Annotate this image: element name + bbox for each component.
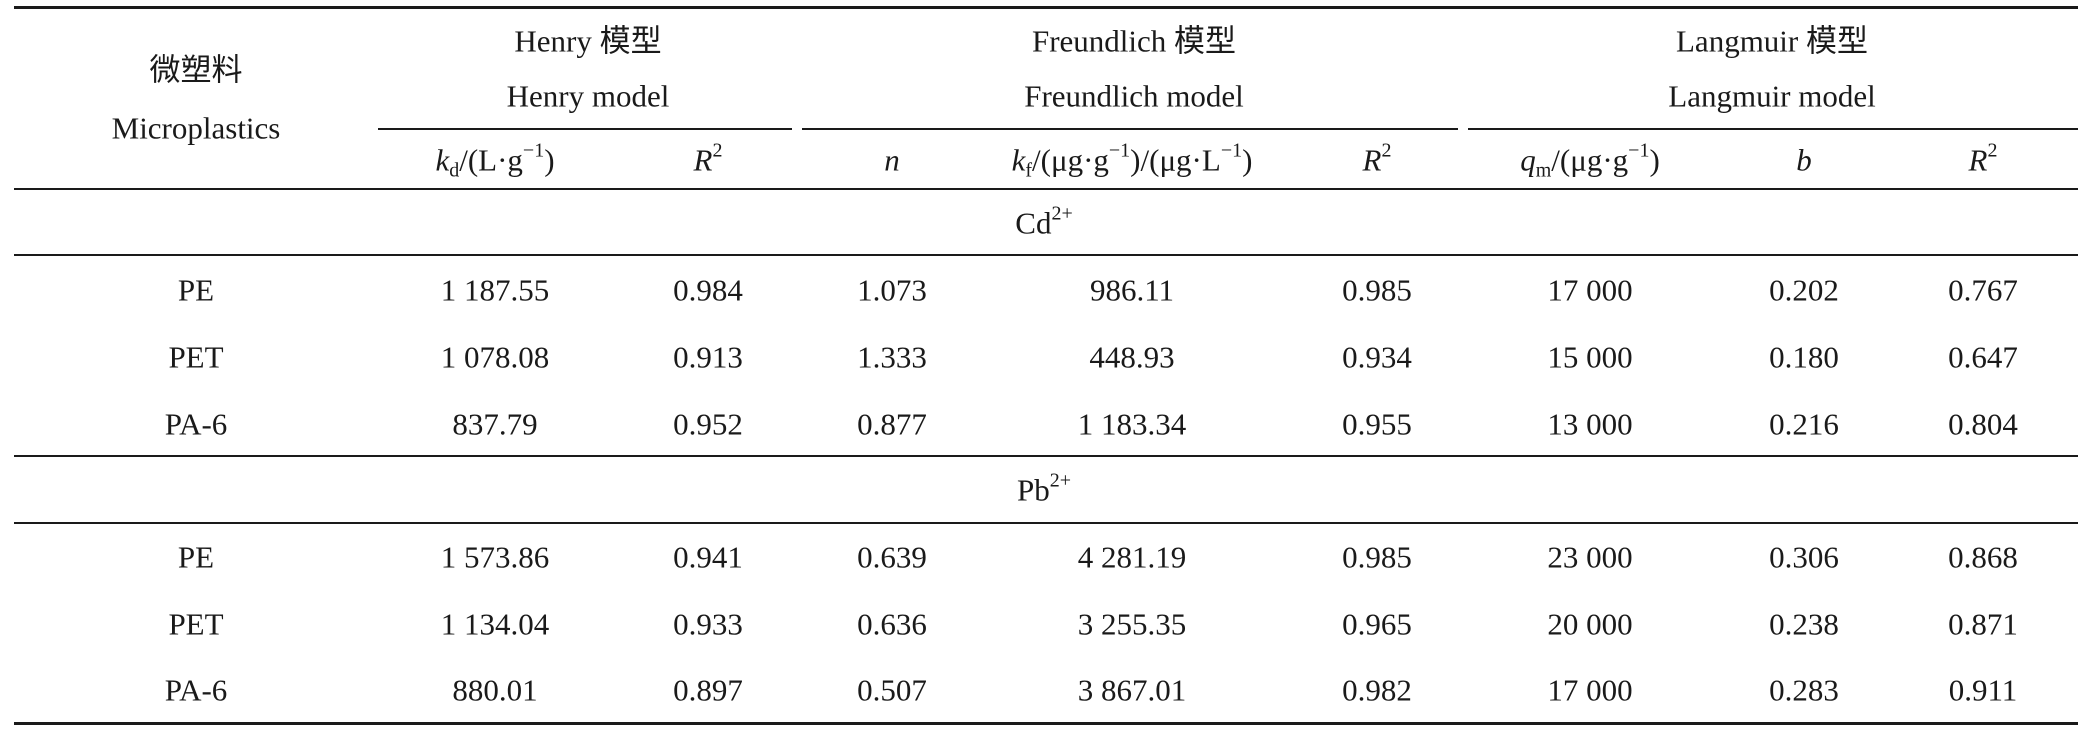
header-microplastics-en: Microplastics (111, 110, 281, 146)
pb-row-pet-name: PET (168, 606, 224, 642)
bottom-rule (14, 722, 2078, 725)
header-langmuir-en: Langmuir model (1668, 78, 1876, 114)
henry-group-underline (378, 128, 792, 130)
header-henry-cn: Henry 模型 (514, 23, 662, 59)
langmuir-group-underline (1468, 128, 2078, 130)
pb-row-pe-qm: 23 000 (1547, 539, 1633, 575)
cd-row-pa6-kf: 1 183.34 (1077, 406, 1187, 442)
cd-row-pe-n: 1.073 (857, 272, 927, 308)
pb-row-pe-henry-r2: 0.941 (673, 539, 743, 575)
cd-row-pet-kf: 448.93 (1089, 339, 1175, 375)
header-n: n (884, 142, 900, 178)
top-rule (14, 6, 2078, 9)
pb-row-pet-n: 0.636 (857, 606, 927, 642)
cd-row-pe-kd: 1 187.55 (440, 272, 550, 308)
cd-row-pa6-b: 0.216 (1769, 406, 1839, 442)
pb-section-rule (14, 522, 2078, 524)
pb-row-pe-langmuir-r2: 0.868 (1948, 539, 2018, 575)
cd-row-pe-freundlich-r2: 0.985 (1342, 272, 1412, 308)
pb-row-pet-henry-r2: 0.933 (673, 606, 743, 642)
pb-row-pet-kf: 3 255.35 (1077, 606, 1187, 642)
cd-row-pet-henry-r2: 0.913 (673, 339, 743, 375)
cd-row-pet-kd: 1 078.08 (440, 339, 550, 375)
cd-row-pe-qm: 17 000 (1547, 272, 1633, 308)
pb-row-pa6-kd: 880.01 (452, 672, 538, 708)
pb-row-pa6-kf: 3 867.01 (1077, 672, 1187, 708)
header-langmuir-cn: Langmuir 模型 (1676, 23, 1868, 59)
cd-row-pe-name: PE (177, 272, 215, 308)
header-langmuir-r2: R2 (1968, 139, 1998, 178)
cd-row-pet-qm: 15 000 (1547, 339, 1633, 375)
pb-row-pa6-langmuir-r2: 0.911 (1948, 672, 2018, 708)
pb-row-pet-langmuir-r2: 0.871 (1948, 606, 2018, 642)
pb-row-pa6-freundlich-r2: 0.982 (1342, 672, 1412, 708)
header-freundlich-r2: R2 (1362, 139, 1392, 178)
header-qm: qm/(μg·g−1) (1520, 139, 1660, 182)
pb-row-pe-b: 0.306 (1769, 539, 1839, 575)
header-b: b (1796, 142, 1812, 178)
pb-row-pe-freundlich-r2: 0.985 (1342, 539, 1412, 575)
cd-row-pe-kf: 986.11 (1089, 272, 1175, 308)
pb-row-pa6-qm: 17 000 (1547, 672, 1633, 708)
header-freundlich-cn: Freundlich 模型 (1031, 23, 1237, 59)
header-henry-r2: R2 (693, 139, 723, 178)
pb-row-pet-kd: 1 134.04 (440, 606, 550, 642)
cd-section-rule (14, 254, 2078, 256)
pb-row-pet-b: 0.238 (1769, 606, 1839, 642)
cd-row-pa6-name: PA-6 (164, 406, 228, 442)
cd-row-pet-langmuir-r2: 0.647 (1948, 339, 2018, 375)
pb-row-pe-kf: 4 281.19 (1077, 539, 1187, 575)
header-kf: kf/(μg·g−1)/(μg·L−1) (1011, 139, 1253, 182)
pb-row-pe-name: PE (177, 539, 215, 575)
header-kd: kd/(L·g−1) (435, 139, 555, 182)
cd-row-pet-b: 0.180 (1769, 339, 1839, 375)
pb-row-pa6-henry-r2: 0.897 (673, 672, 743, 708)
section-label-cd: Cd2+ (1015, 202, 1073, 241)
pb-row-pe-n: 0.639 (857, 539, 927, 575)
pb-row-pe-kd: 1 573.86 (440, 539, 550, 575)
section-label-pb: Pb2+ (1016, 469, 1072, 508)
header-freundlich-en: Freundlich model (1024, 78, 1244, 114)
cd-section-end-rule (14, 455, 2078, 457)
cd-row-pet-n: 1.333 (857, 339, 927, 375)
pb-row-pet-qm: 20 000 (1547, 606, 1633, 642)
cd-row-pet-freundlich-r2: 0.934 (1342, 339, 1412, 375)
cd-row-pet-name: PET (168, 339, 224, 375)
pb-row-pa6-b: 0.283 (1769, 672, 1839, 708)
cd-row-pa6-henry-r2: 0.952 (673, 406, 743, 442)
header-henry-en: Henry model (506, 78, 670, 114)
freundlich-group-underline (802, 128, 1458, 130)
cd-row-pa6-n: 0.877 (857, 406, 927, 442)
cd-row-pa6-langmuir-r2: 0.804 (1948, 406, 2018, 442)
pb-row-pet-freundlich-r2: 0.965 (1342, 606, 1412, 642)
header-microplastics-cn: 微塑料 (149, 52, 243, 88)
pb-row-pa6-n: 0.507 (857, 672, 927, 708)
pb-row-pa6-name: PA-6 (164, 672, 228, 708)
cd-row-pa6-qm: 13 000 (1547, 406, 1633, 442)
cd-row-pe-henry-r2: 0.984 (673, 272, 743, 308)
cd-row-pa6-kd: 837.79 (452, 406, 538, 442)
cd-row-pe-langmuir-r2: 0.767 (1948, 272, 2018, 308)
header-bottom-rule (14, 188, 2078, 190)
cd-row-pa6-freundlich-r2: 0.955 (1342, 406, 1412, 442)
cd-row-pe-b: 0.202 (1769, 272, 1839, 308)
